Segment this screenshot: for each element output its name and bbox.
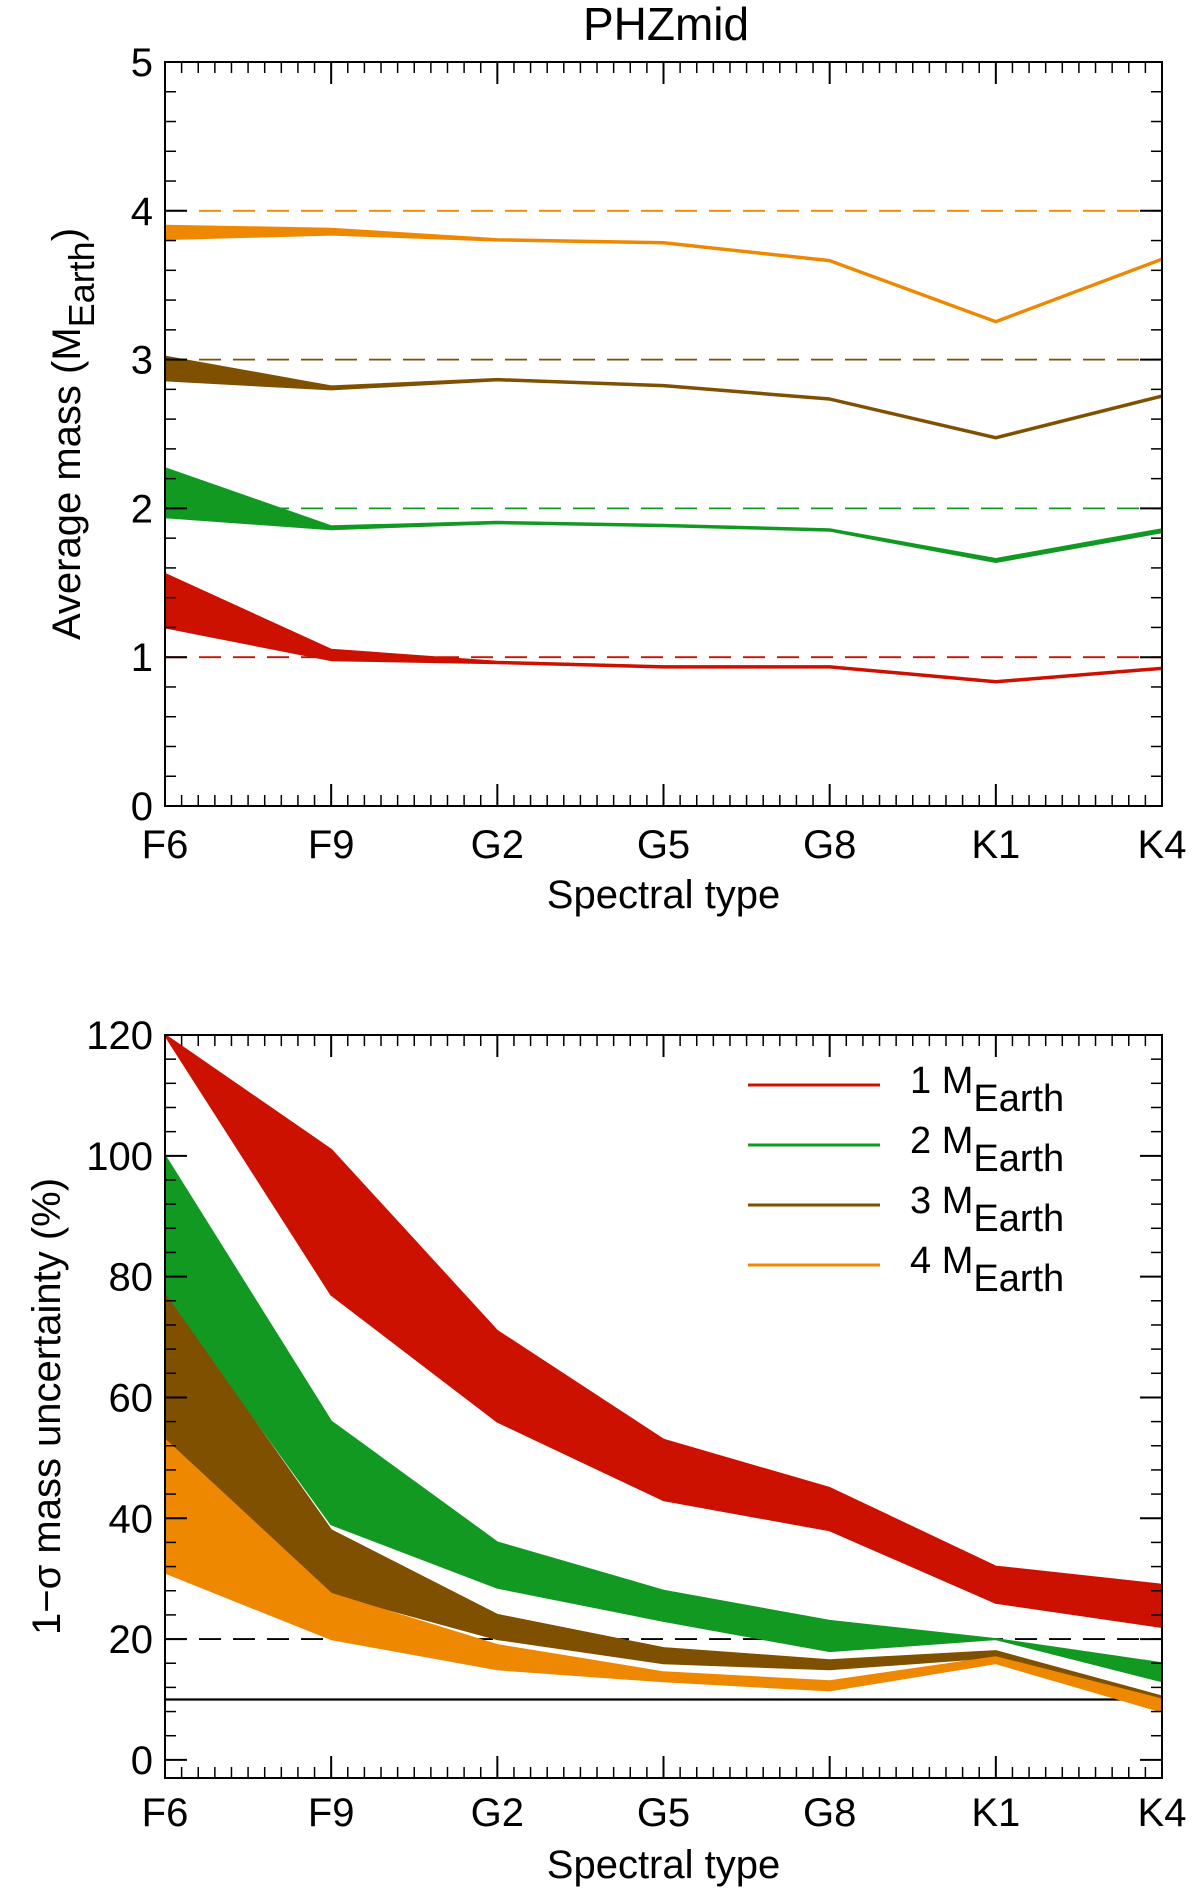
x-tick-label: G5 — [637, 1791, 690, 1835]
band-1-mearth — [165, 1035, 1162, 1628]
x-tick-label: G8 — [803, 1791, 856, 1835]
plot-area — [165, 1035, 1162, 1713]
x-tick-label: K1 — [971, 823, 1020, 867]
figure-title: PHZmid — [583, 0, 749, 50]
y-tick-label: 3 — [131, 339, 153, 383]
x-tick-label: F6 — [142, 823, 189, 867]
x-axis-title: Spectral type — [547, 873, 780, 917]
band-3-mearth — [165, 355, 1162, 440]
x-tick-label: G5 — [637, 823, 690, 867]
x-axis-title: Spectral type — [547, 1843, 780, 1887]
band-2-mearth — [165, 1154, 1162, 1683]
y-tick-label: 0 — [131, 1739, 153, 1783]
band-4-mearth — [165, 1438, 1162, 1713]
band-2-mearth — [165, 467, 1162, 563]
x-tick-label: K4 — [1138, 1791, 1187, 1835]
x-tick-label: K1 — [971, 1791, 1020, 1835]
x-tick-label: F9 — [308, 1791, 355, 1835]
band-1-mearth — [165, 572, 1162, 684]
y-tick-label: 4 — [131, 190, 153, 234]
top-panel-average-mass: F6 F9 G2 G5 G8 K1 K4 0 1 2 3 4 5 Spectral type Average… — [45, 41, 1186, 917]
legend-label: 3 MEarth — [910, 1180, 1064, 1240]
band-4-mearth — [165, 224, 1162, 324]
plot-area — [165, 209, 1162, 684]
legend-label: 4 MEarth — [910, 1240, 1064, 1300]
y-axis-title: 1−σ mass uncertainty (%) — [25, 1178, 69, 1635]
y-axis-title: Average mass (MEarth) — [45, 228, 102, 640]
ticks — [164, 1034, 1163, 1778]
y-tick-label: 100 — [86, 1135, 153, 1179]
ticks — [164, 61, 1163, 807]
x-tick-label: K4 — [1138, 823, 1187, 867]
x-tick-label: F9 — [308, 823, 355, 867]
band-3-mearth — [165, 1293, 1162, 1701]
y-tick-label: 80 — [109, 1256, 154, 1300]
y-tick-label: 2 — [131, 487, 153, 531]
legend-label: 2 MEarth — [910, 1120, 1064, 1180]
bottom-panel-mass-uncertainty: F6 F9 G2 G5 G8 K1 K4 0 20 40 60 80 100 120 Spectral ty… — [25, 1014, 1186, 1887]
x-tick-label: G2 — [471, 1791, 524, 1835]
y-tick-label: 60 — [109, 1376, 154, 1420]
x-tick-label: F6 — [142, 1791, 189, 1835]
y-tick-label: 5 — [131, 41, 153, 85]
y-tick-label: 1 — [131, 636, 153, 680]
y-tick-label: 40 — [109, 1497, 154, 1541]
x-tick-label: G8 — [803, 823, 856, 867]
x-tick-label: G2 — [471, 823, 524, 867]
y-tick-label: 20 — [109, 1618, 154, 1662]
legend-label: 1 MEarth — [910, 1060, 1064, 1120]
y-tick-label: 120 — [86, 1014, 153, 1058]
y-tick-label: 0 — [131, 785, 153, 829]
